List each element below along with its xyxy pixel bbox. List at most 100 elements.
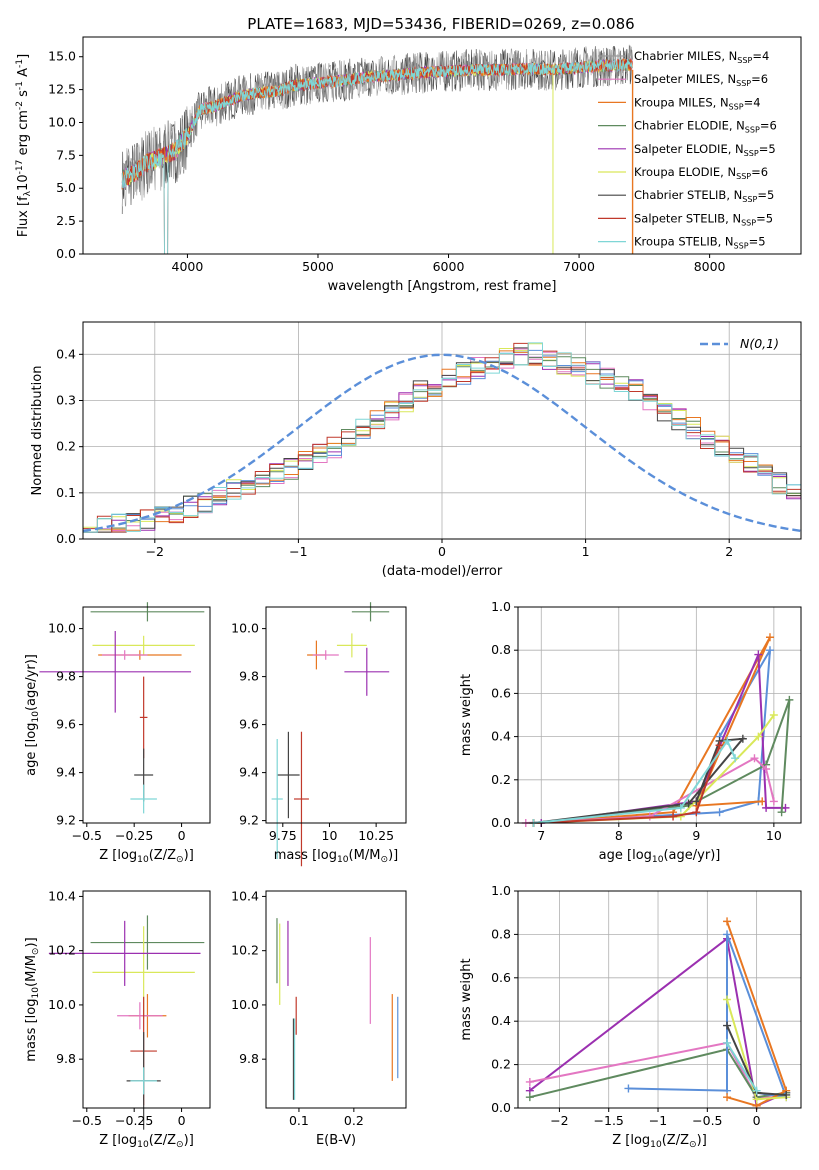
age-vs-mass-chart: 9.75 10 10.25 9.2 9.4 9.6 9.8 10.0 mass [log10​(… [231, 602, 407, 867]
weight-marker [525, 1077, 534, 1086]
legend-label: Kroupa MILES, NSSP​=4 [634, 95, 761, 111]
age-vs-Z-frame [82, 606, 211, 824]
age-vs-Z-marks [39, 602, 205, 814]
figure-title: PLATE=1683, MJD=53436, FIBERID=0269, z=0… [247, 15, 634, 33]
y-tick-label: 10.2 [48, 943, 76, 958]
legend-label: Salpeter STELIB, NSSP​=5 [634, 211, 773, 227]
spectrum-chart: 4000 5000 6000 7000 8000 0.0 2.5 5.0 7.5 10.0 12.5… [15, 36, 802, 294]
y-tick-label: 5.0 [56, 180, 76, 195]
x-tick-label: 0 [753, 1113, 761, 1128]
y-tick-label: 0.6 [491, 685, 511, 700]
x-axis-label: E(B-V) [316, 1133, 356, 1148]
legend-label: Chabrier ELODIE, NSSP​=6 [634, 119, 777, 135]
weight-marker [715, 808, 724, 817]
x-tick-label: 1 [582, 544, 590, 559]
x-tick-label: −1.5 [594, 1113, 624, 1128]
x-tick-label: 0 [438, 544, 446, 559]
spectrum-line-9 [121, 58, 633, 254]
y-tick-label: 0.4 [491, 729, 511, 744]
weight-line [533, 744, 721, 824]
y-tick-label: 9.2 [239, 813, 259, 828]
legend-label: Chabrier STELIB, NSSP​=5 [634, 188, 774, 204]
x-tick-label: 8000 [694, 259, 726, 274]
y-tick-label: 9.8 [239, 1051, 259, 1066]
weight-marker [769, 711, 778, 719]
x-tick-label: 0 [178, 1113, 186, 1128]
y-tick-label: 0.0 [491, 1100, 511, 1115]
mass-vs-EBV-frame [265, 890, 407, 1109]
x-tick-label: 10 [322, 828, 338, 843]
mass-vs-EBV-marks [276, 918, 399, 1100]
y-tick-label: 2.5 [56, 213, 76, 228]
age-vs-mass-marks [271, 602, 390, 867]
weight-marker [723, 736, 732, 745]
x-tick-label: 0 [178, 828, 186, 843]
weight-marker [723, 917, 732, 926]
y-tick-label: 9.6 [239, 717, 259, 732]
x-tick-label: −0.25 [115, 1113, 153, 1128]
mass-vs-Z-chart: −0.5 −0.25 0 9.8 10.0 10.2 10.4 Z [log10​(Z/Z⊙​… [24, 888, 211, 1150]
weight-marker [525, 1093, 534, 1102]
y-tick-label: 9.2 [56, 813, 76, 828]
weight-vs-Z-chart: −2 −1.5 −1 −0.5 0 0.0 0.2 0.4 0.6 0.8 1.0 Z [log10​… [459, 883, 802, 1150]
y-tick-label: 0.0 [491, 815, 511, 830]
residuals-frame [82, 321, 802, 540]
weight-marker [777, 808, 786, 817]
x-tick-label: 9.75 [269, 828, 297, 843]
weight-vs-Z-marks [525, 917, 791, 1110]
weight-marker [785, 695, 794, 704]
weight-marker [762, 765, 771, 773]
y-tick-label: 10.0 [48, 621, 76, 636]
y-tick-label: 0.0 [56, 246, 76, 261]
y-tick-label: 9.8 [239, 669, 259, 684]
x-axis-label: Z [log10​(Z/Z⊙​)] [99, 1133, 194, 1150]
y-tick-label: 10.0 [231, 997, 259, 1012]
residuals-chart: −2 −1 0 1 2 0.0 0.1 0.2 0.3 0.4 (data-model)/error… [30, 321, 802, 579]
x-axis-label: (data-model)/error [382, 564, 503, 579]
weight-marker [723, 1038, 732, 1047]
legend-label: Salpeter MILES, NSSP​=6 [634, 72, 768, 88]
weight-marker [692, 808, 701, 817]
y-tick-label: 9.6 [56, 717, 76, 732]
x-tick-label: 6000 [433, 259, 465, 274]
legend-label: Chabrier MILES, NSSP​=4 [634, 49, 769, 65]
y-tick-label: 0.8 [491, 642, 511, 657]
histogram-series [83, 347, 801, 533]
x-tick-label: −0.5 [692, 1113, 722, 1128]
weight-line [533, 738, 737, 824]
weight-marker [765, 646, 774, 655]
spectrum-frame [82, 36, 802, 255]
x-tick-label: 7000 [563, 259, 595, 274]
y-tick-label: 9.8 [56, 669, 76, 684]
x-tick-label: 0.1 [289, 1113, 309, 1128]
y-tick-label: 0.4 [56, 346, 76, 361]
y-tick-label: 0.8 [491, 926, 511, 941]
y-tick-label: 0.0 [56, 531, 76, 546]
x-tick-label: 5000 [302, 259, 334, 274]
y-tick-label: 10.0 [48, 997, 76, 1012]
weight-marker [723, 995, 732, 1004]
x-axis-label: mass [log10​(M/M⊙​)] [274, 848, 398, 865]
x-tick-label: −2 [146, 544, 164, 559]
x-axis-label: age [log10​(age/yr)] [599, 848, 721, 865]
x-tick-label: 0.2 [344, 1113, 364, 1128]
residuals-marks [82, 342, 802, 533]
weight-line [533, 636, 771, 824]
weight-marker [782, 1090, 791, 1099]
weight-marker [723, 1093, 732, 1102]
y-tick-label: 10.2 [231, 943, 259, 958]
legend-label: Kroupa STELIB, NSSP​=5 [634, 235, 766, 251]
weight-vs-age-frame [517, 606, 802, 824]
weight-marker [692, 797, 701, 806]
y-tick-label: 15.0 [48, 49, 76, 64]
y-axis-label: age [log10​(age/yr)] [24, 654, 41, 776]
weight-line [533, 737, 746, 824]
weight-marker [765, 633, 774, 642]
y-tick-label: 10.0 [231, 621, 259, 636]
x-tick-label: 9 [692, 828, 700, 843]
weight-marker [750, 754, 759, 763]
legend-label: Salpeter ELODIE, NSSP​=5 [634, 142, 776, 158]
y-tick-label: 1.0 [491, 883, 511, 898]
y-tick-label: 10.4 [231, 888, 259, 903]
y-tick-label: 9.4 [239, 765, 259, 780]
